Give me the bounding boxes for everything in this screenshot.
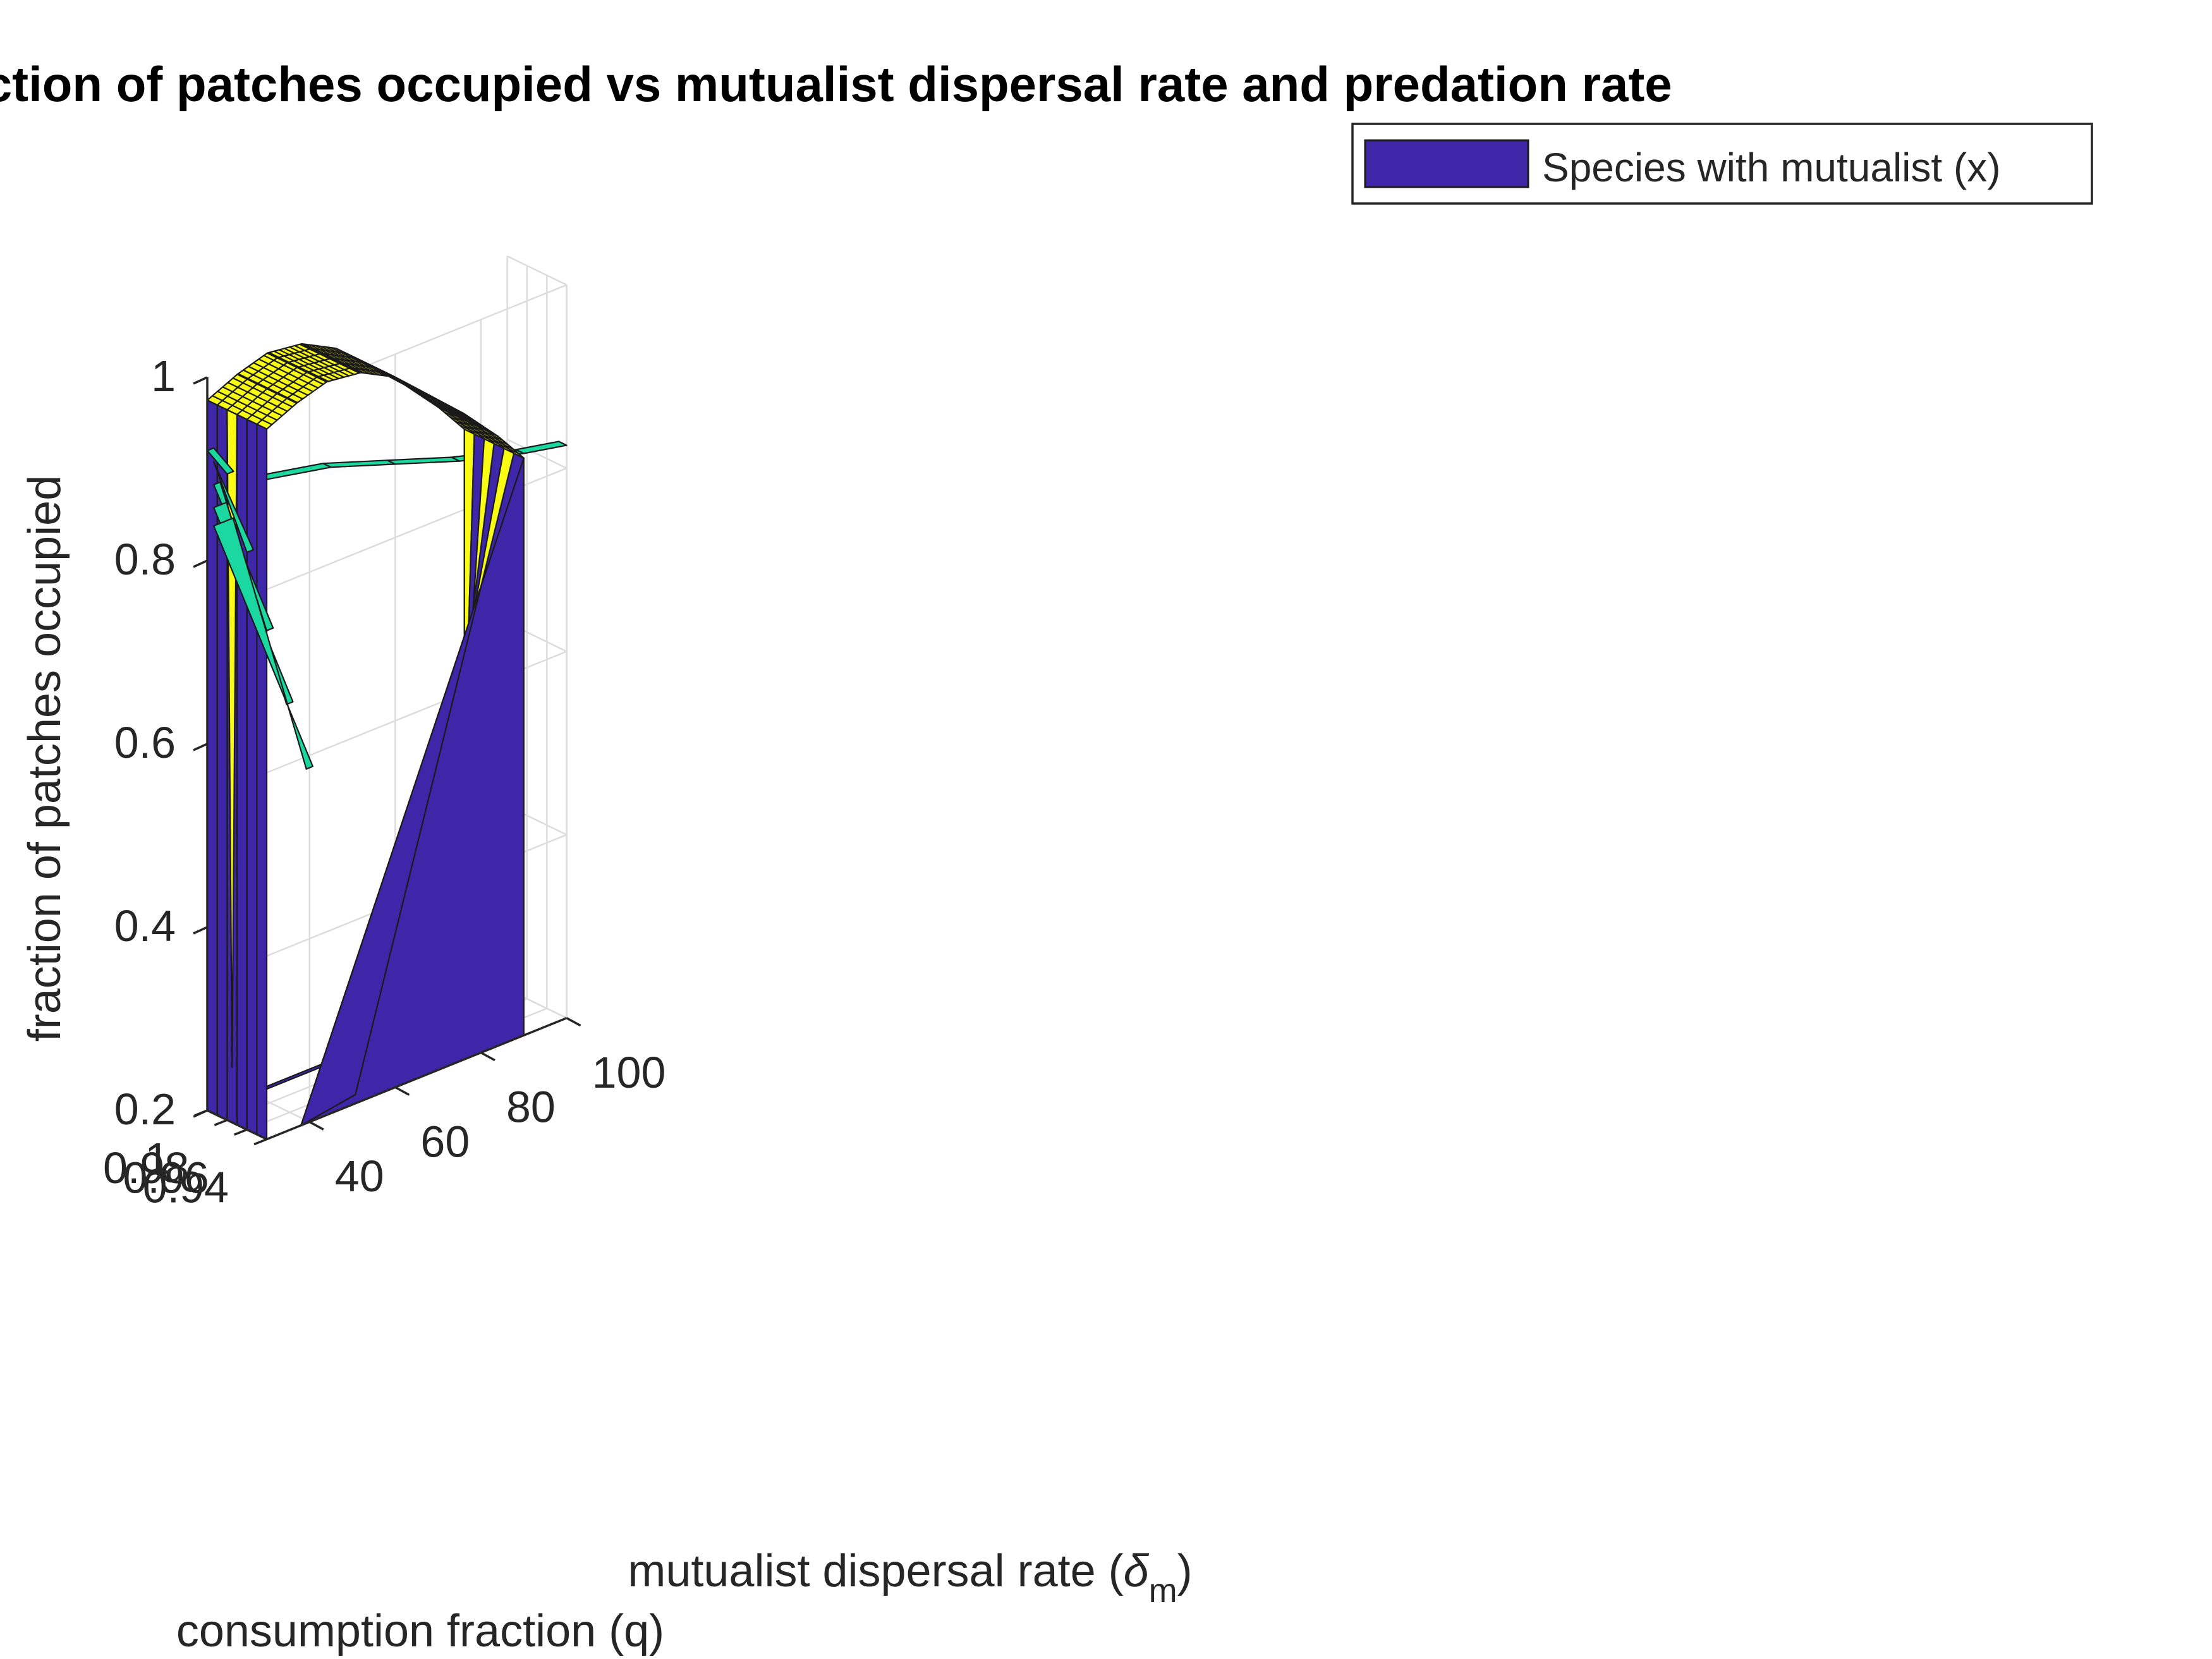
surface-mesh-line <box>325 346 386 377</box>
surface-mesh-line <box>428 400 489 430</box>
surface-mid-ribbon-patch <box>213 517 313 770</box>
surface-mesh-line <box>274 350 334 381</box>
y-axis-label-symbol: δ <box>1124 1546 1150 1596</box>
z-tick-label: 0.2 <box>114 1085 176 1134</box>
surface-mid-patch <box>322 459 396 468</box>
z-tick-mark <box>193 1109 208 1118</box>
surface-mid-ribbon-patch <box>206 447 234 475</box>
x-axis-line <box>207 1109 267 1141</box>
surface-mesh-line <box>212 395 272 425</box>
legend: Species with mutualist (x) <box>1351 123 2093 205</box>
z-tick-label: 1 <box>151 351 176 401</box>
surface-mesh-line <box>248 365 308 396</box>
surface-mesh-line <box>279 349 339 380</box>
z-tick-label: 0.4 <box>114 901 176 951</box>
surface-mid-patch <box>515 441 568 454</box>
z-tick-label: 0.8 <box>114 535 176 584</box>
y-tick-label: 60 <box>420 1117 470 1166</box>
surface-mesh-line <box>289 346 349 377</box>
legend-entry-label: Species with mutualist (x) <box>1542 145 2001 190</box>
surface-layer <box>206 343 568 1140</box>
x-axis-label: consumption fraction (q) <box>176 1606 664 1656</box>
surface-mesh-line <box>418 393 478 423</box>
surface-mesh-line <box>407 386 468 416</box>
y-tick-mark <box>480 1052 495 1062</box>
surface-mesh-line <box>243 369 303 400</box>
surface-mesh-line <box>438 406 499 437</box>
chart-title: Fraction of patches occupied vs mutualis… <box>0 56 1672 112</box>
surface-mesh-line <box>233 377 293 408</box>
surface-mesh-line <box>412 389 473 420</box>
surface-mesh-line <box>310 344 370 375</box>
z-tick-mark <box>193 926 208 935</box>
surface-mesh-line <box>222 386 283 416</box>
surface-mesh-line <box>459 424 520 454</box>
x-tick-label: 0.94 <box>143 1163 229 1212</box>
surface-mesh-line <box>299 343 360 374</box>
z-axis-label: fraction of patches occupied <box>20 475 70 1042</box>
x-tick-mark <box>214 1119 228 1126</box>
z-tick-mark <box>193 559 208 568</box>
surface-front-wall-patch <box>246 418 258 1136</box>
y-axis-line <box>266 1017 568 1141</box>
x-tick-label: 1 <box>145 1134 169 1183</box>
y-tick-label: 80 <box>506 1083 556 1132</box>
surface-mesh-line <box>253 362 313 392</box>
y-tick-label: 100 <box>592 1048 666 1097</box>
y-tick-mark <box>566 1017 581 1027</box>
z-tick-mark <box>193 376 208 385</box>
surface-mesh-line <box>320 345 380 376</box>
y-tick-mark <box>394 1086 410 1096</box>
surface-front-wall-patch <box>256 423 268 1140</box>
surface-mesh-line <box>433 403 494 434</box>
y-axis-label: mutualist dispersal rate (δm) <box>628 1546 1192 1610</box>
surface-mesh-line <box>315 344 375 375</box>
surface-mid-patch <box>258 463 332 480</box>
surface-mesh-line <box>264 355 324 386</box>
x-tick-label: 0.98 <box>103 1143 189 1193</box>
surface-mesh-line <box>305 343 365 374</box>
surface-mesh-line <box>258 358 319 389</box>
surface-mid-patch <box>386 456 461 465</box>
surface-mesh-line <box>294 344 355 375</box>
surface-mesh-line <box>443 411 504 442</box>
y-axis-label-subscript: m <box>1149 1572 1177 1610</box>
z-tick-mark <box>193 743 208 751</box>
y-tick-mark <box>308 1121 324 1131</box>
grid-line-side-z <box>507 439 568 469</box>
grid-line-side-z <box>507 255 568 286</box>
surface-mesh-line <box>448 415 509 446</box>
y-tick-label: 40 <box>335 1152 384 1201</box>
surface-mesh-line <box>228 382 288 412</box>
surface-mesh-line <box>423 396 483 427</box>
x-tick-mark <box>234 1128 248 1136</box>
x-tick-label: 0.96 <box>123 1153 209 1202</box>
surface-mid-ribbon-patch <box>213 461 254 554</box>
surface-mesh-line <box>269 351 329 382</box>
y-axis-label-suffix: ) <box>1177 1546 1193 1596</box>
surface-mesh-line <box>284 348 344 378</box>
x-tick-mark <box>253 1138 267 1146</box>
legend-swatch <box>1364 139 1529 188</box>
z-tick-label: 0.6 <box>114 718 176 767</box>
surface-mesh-line <box>454 420 514 450</box>
surface-mesh-line <box>217 391 277 421</box>
y-axis-label-prefix: mutualist dispersal rate ( <box>628 1546 1123 1596</box>
surface-mesh-line <box>238 373 298 403</box>
